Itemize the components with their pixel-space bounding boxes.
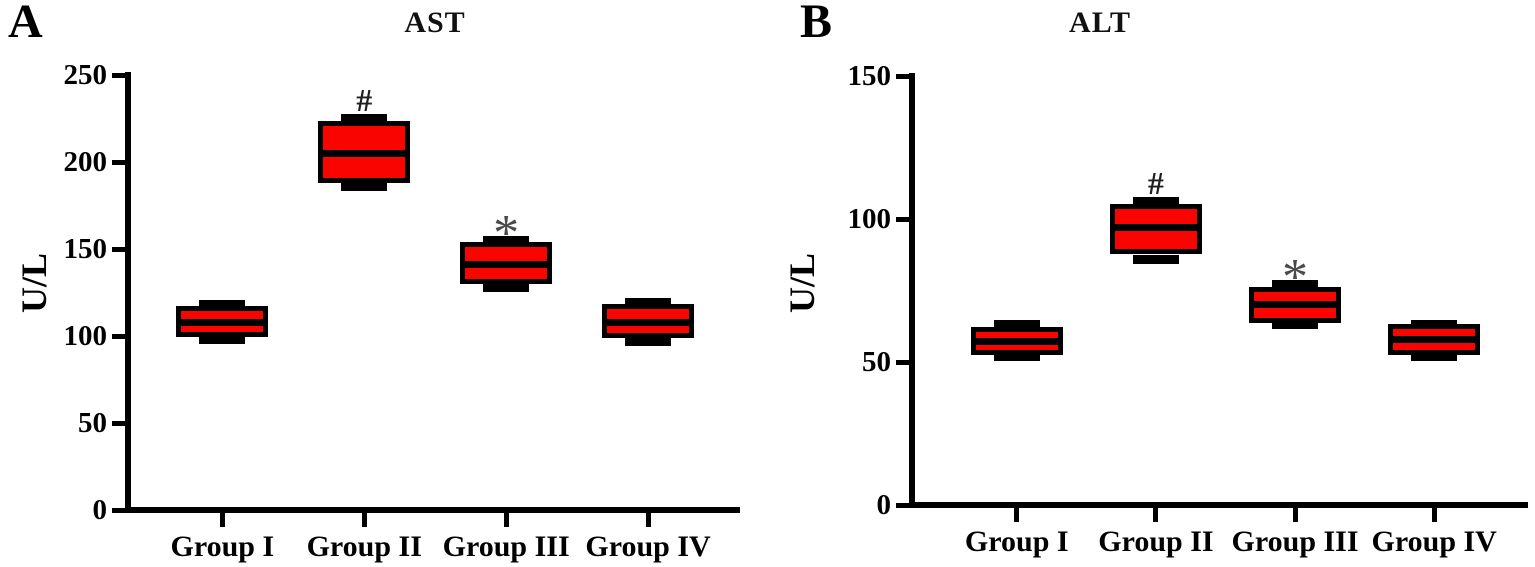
- y-axis-tick: [112, 333, 126, 339]
- whisker-cap-max: [993, 320, 1040, 330]
- x-axis-tick: [1292, 507, 1298, 522]
- y-axis-tick: [112, 246, 126, 252]
- panel-alt: B ALT U/L 150 100 50 0 Group I Group II # Group…: [770, 0, 1535, 567]
- whisker-cap-min: [625, 336, 672, 346]
- y-axis-tick-label: 50: [862, 346, 891, 378]
- y-axis-tick: [112, 507, 126, 513]
- x-axis-category-label: Group II: [1098, 525, 1214, 558]
- whisker-cap-min: [993, 351, 1040, 361]
- y-axis-tick-label: 200: [63, 146, 108, 178]
- x-axis-tick: [1014, 507, 1020, 522]
- median-line: [1254, 301, 1337, 309]
- significance-star: *: [1282, 249, 1309, 307]
- whisker-cap-min: [1411, 351, 1458, 361]
- panel-ast: A AST U/L 250 200 150 100 50 0 Group I Group II…: [8, 0, 740, 563]
- whisker-cap-min: [1132, 254, 1179, 264]
- x-axis-line: [125, 507, 740, 513]
- y-axis-tick: [112, 72, 126, 78]
- y-axis-tick-label: 100: [847, 203, 892, 235]
- whisker-cap-max: [1132, 197, 1179, 207]
- y-axis-tick: [112, 420, 126, 426]
- y-axis-line: [909, 73, 915, 508]
- x-axis-tick: [1153, 507, 1159, 522]
- y-axis-tick: [896, 216, 910, 222]
- x-axis-tick: [645, 512, 651, 527]
- median-line: [1114, 224, 1197, 232]
- x-axis-tick: [219, 512, 225, 527]
- x-axis-tick: [503, 512, 509, 527]
- y-axis-tick: [896, 359, 910, 365]
- plot-area-alt: 150 100 50 0 Group I Group II # Group III * Group…: [848, 60, 1528, 558]
- median-line: [1393, 335, 1476, 343]
- y-axis-line: [125, 72, 131, 513]
- whisker-cap-min: [199, 334, 246, 344]
- whisker-cap-max: [199, 300, 246, 310]
- significance-hash: #: [1147, 165, 1164, 202]
- chart-title-ast: AST: [404, 6, 466, 39]
- panel-letter-b: B: [800, 0, 833, 48]
- y-axis-label-alt: U/L: [782, 253, 822, 314]
- y-axis-tick-label: 0: [876, 489, 892, 521]
- median-line: [181, 318, 264, 326]
- x-axis-category-label: Group I: [170, 530, 275, 563]
- y-axis-tick-label: 250: [63, 59, 108, 91]
- y-axis-tick-label: 100: [63, 320, 108, 352]
- whisker-cap-max: [341, 114, 388, 123]
- significance-star: *: [493, 204, 520, 262]
- y-axis-tick-label: 150: [847, 60, 892, 92]
- median-line: [607, 318, 690, 326]
- x-axis-line: [909, 502, 1528, 508]
- x-axis-tick: [361, 512, 367, 527]
- plot-area-ast: 250 200 150 100 50 0 Group I Group II # Group III…: [64, 59, 740, 563]
- x-axis-tick: [1431, 507, 1437, 522]
- whisker-cap-max: [1272, 280, 1319, 290]
- significance-hash: #: [356, 82, 373, 118]
- x-axis-category-label: Group II: [306, 530, 422, 563]
- y-axis-tick: [112, 159, 126, 165]
- y-axis-tick: [896, 502, 910, 508]
- median-line: [323, 149, 406, 157]
- whisker-cap-min: [483, 282, 530, 292]
- y-axis-tick-label: 150: [63, 233, 108, 265]
- y-axis-tick-label: 0: [92, 494, 108, 526]
- x-axis-category-label: Group III: [442, 530, 570, 563]
- whisker-cap-min: [1272, 320, 1319, 330]
- whisker-cap-min: [341, 181, 388, 191]
- x-axis-category-label: Group I: [964, 525, 1069, 558]
- median-line: [975, 338, 1058, 346]
- whisker-cap-max: [625, 298, 672, 308]
- panel-letter-a: A: [8, 0, 43, 48]
- x-axis-category-label: Group IV: [585, 530, 711, 563]
- x-axis-category-label: Group IV: [1371, 525, 1497, 558]
- chart-title-alt: ALT: [1069, 6, 1131, 39]
- y-axis-tick: [896, 73, 910, 79]
- y-axis-tick-label: 50: [78, 407, 107, 439]
- whisker-cap-max: [483, 235, 530, 245]
- x-axis-category-label: Group III: [1231, 525, 1359, 558]
- median-line: [465, 261, 548, 269]
